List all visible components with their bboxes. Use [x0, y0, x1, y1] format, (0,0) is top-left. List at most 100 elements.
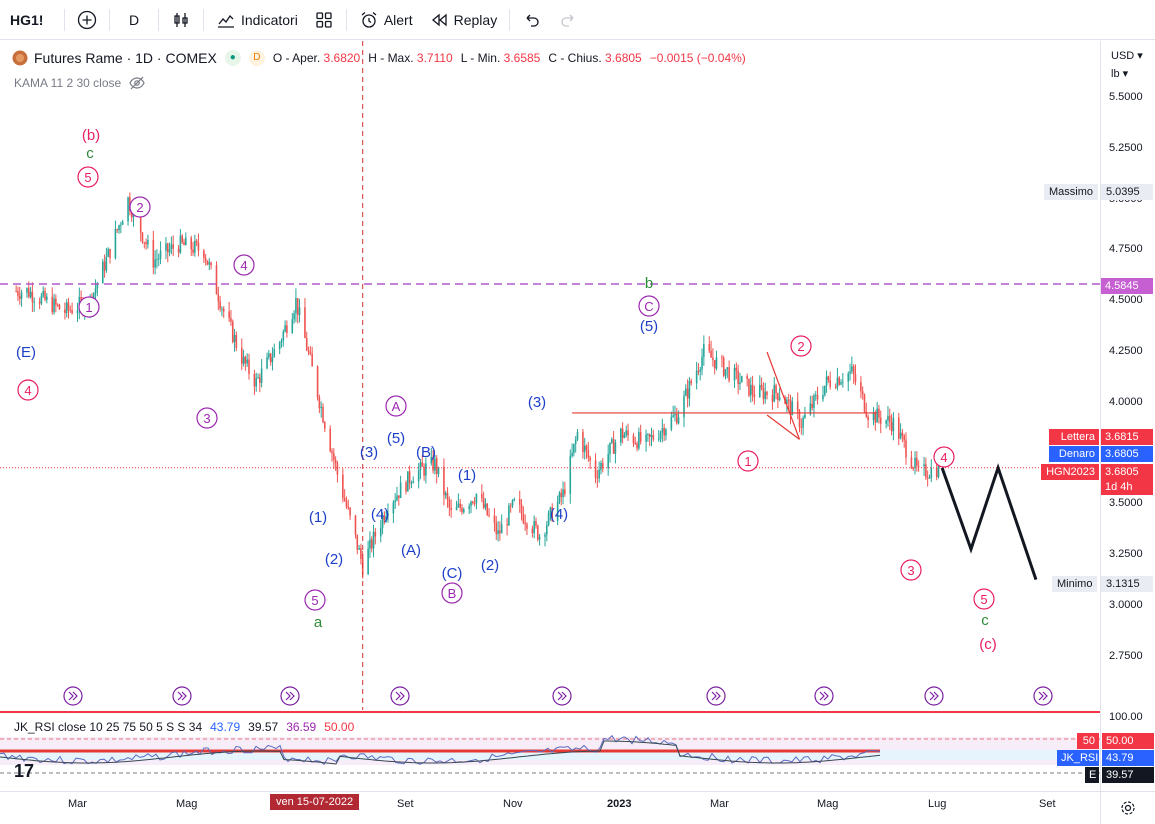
candle-body: [172, 244, 174, 249]
candle-body: [771, 395, 774, 402]
candle-body: [210, 262, 212, 266]
candle-body: [860, 381, 862, 392]
rsi-main-value: 43.79: [1102, 750, 1154, 766]
candle-body: [347, 506, 350, 508]
eye-off-icon[interactable]: [129, 76, 145, 90]
chart-settings-button[interactable]: [1100, 791, 1155, 824]
candle-body: [518, 498, 521, 505]
rsi-legend[interactable]: JK_RSI close 10 25 75 50 5 S S 34 43.79 …: [14, 720, 354, 734]
price-tick: 3.0000: [1109, 599, 1143, 611]
undo-button[interactable]: [514, 5, 550, 35]
candle-body: [130, 211, 133, 218]
time-tick: 2023: [607, 798, 632, 810]
candle-body: [878, 408, 880, 418]
candle-body: [383, 515, 386, 521]
delayed-data-badge[interactable]: D: [248, 50, 265, 66]
layouts-button[interactable]: [306, 5, 342, 35]
indicators-button[interactable]: Indicatori: [208, 5, 306, 35]
undo-icon: [526, 14, 539, 27]
candle-body: [823, 385, 826, 395]
candle-body: [215, 265, 218, 295]
candle-body: [544, 534, 546, 537]
candle-body: [114, 229, 117, 259]
massimo-tag: Massimo: [1044, 184, 1099, 200]
candle-body: [621, 428, 624, 438]
symbol-search-button[interactable]: HG1!: [10, 11, 44, 28]
double-arrow-icon: [711, 691, 721, 701]
candle-body: [455, 506, 458, 510]
candle-body: [65, 302, 68, 313]
redo-button[interactable]: [550, 5, 586, 35]
wave-circle: [77, 166, 99, 188]
candle-body: [576, 432, 579, 440]
candle-body: [291, 319, 294, 333]
wave-circle: [129, 196, 151, 218]
rsi-pane[interactable]: JK_RSI close 10 25 75 50 5 S S 34 43.79 …: [0, 711, 1100, 791]
rsi-axis[interactable]: 100.00 50 50.00 JK_RSI 43.79 E 39.57: [1057, 711, 1155, 791]
candle-body: [461, 507, 463, 513]
candle-body: [51, 296, 54, 313]
candle-body: [296, 298, 299, 315]
chart-type-button[interactable]: [163, 5, 199, 35]
candle-body: [612, 439, 615, 454]
time-tick: Mar: [710, 798, 729, 810]
candle-body: [760, 384, 763, 389]
candle-body: [370, 539, 373, 549]
red-diagonal-trendline: [766, 351, 801, 440]
kama-indicator-legend[interactable]: KAMA 11 2 30 close: [14, 76, 145, 90]
main-chart-pane[interactable]: (b) c 5 2 4 1 (E) 4 3 5 a (1) (2) (3) (4) (5) A (A) (B) (C)…: [0, 41, 1100, 710]
interval-button[interactable]: D: [128, 11, 140, 28]
dashed-level-label: 4.5845: [1101, 278, 1153, 294]
wave-label: 1: [744, 454, 751, 469]
red-diagonal-trendline: [766, 414, 800, 440]
tradingview-logo[interactable]: 17: [14, 761, 35, 781]
time-tick: Mar: [68, 798, 87, 810]
price-axis[interactable]: USD ▾ lb ▾ 5.50005.25005.00004.75004.500…: [1100, 41, 1155, 710]
wave-circle: [737, 450, 759, 472]
alarm-clock-icon: [361, 11, 377, 28]
wave-label: (1): [458, 467, 476, 484]
candle-body: [659, 432, 662, 439]
time-axis[interactable]: Mar Mag Set Nov 2023 Mar Mag Lug Set ven…: [0, 791, 1100, 824]
bid-value: 3.6805: [1101, 446, 1153, 462]
candle-body: [185, 237, 187, 246]
candle-body: [879, 417, 882, 424]
chart-legend: Futures Rame · 1D · COMEX ● D O - Aper. …: [12, 50, 746, 66]
candle-body: [398, 495, 400, 499]
candle-body: [360, 548, 362, 559]
candle-body: [204, 257, 207, 261]
candle-body: [231, 321, 234, 343]
candle-body: [271, 357, 274, 363]
time-tick: Set: [1039, 798, 1056, 810]
candle-body: [107, 248, 109, 257]
candle-body: [842, 381, 844, 383]
wave-label: 1: [85, 300, 92, 315]
candle-body: [343, 497, 346, 501]
alert-label: Alert: [383, 11, 413, 28]
wave-label: 2: [136, 200, 143, 215]
candle-body: [145, 242, 147, 245]
replay-button[interactable]: Replay: [421, 5, 506, 35]
candle-body: [594, 460, 597, 478]
low-value: 3.6585: [503, 51, 541, 65]
candle-body: [715, 357, 718, 369]
price-chart[interactable]: (b)c5241(E)435a(1)(2)(3)(4)(5)A(A)(B)(C)…: [0, 41, 1100, 710]
unit-selector[interactable]: lb ▾: [1111, 68, 1129, 80]
price-tick: 2.7500: [1109, 649, 1143, 662]
candle-body: [827, 376, 830, 381]
currency-selector[interactable]: USD ▾: [1111, 50, 1143, 62]
ohlc-values: O - Aper. 3.6820 H - Max. 3.7110 L - Min…: [273, 51, 746, 65]
candle-body: [574, 439, 577, 444]
alert-button[interactable]: Alert: [351, 5, 421, 35]
candle-body: [722, 358, 725, 376]
symbol-title[interactable]: Futures Rame · 1D · COMEX: [12, 50, 217, 66]
candle-body: [399, 482, 402, 499]
candle-body: [76, 310, 79, 314]
toolbar-divider: [109, 8, 110, 31]
compare-symbol-button[interactable]: [69, 5, 105, 35]
candle-body: [677, 417, 680, 424]
arrow-circle-icon: [552, 686, 572, 706]
candle-body: [930, 468, 933, 478]
open-value: 3.6820: [323, 51, 361, 65]
price-tick: 3.5000: [1109, 497, 1143, 510]
